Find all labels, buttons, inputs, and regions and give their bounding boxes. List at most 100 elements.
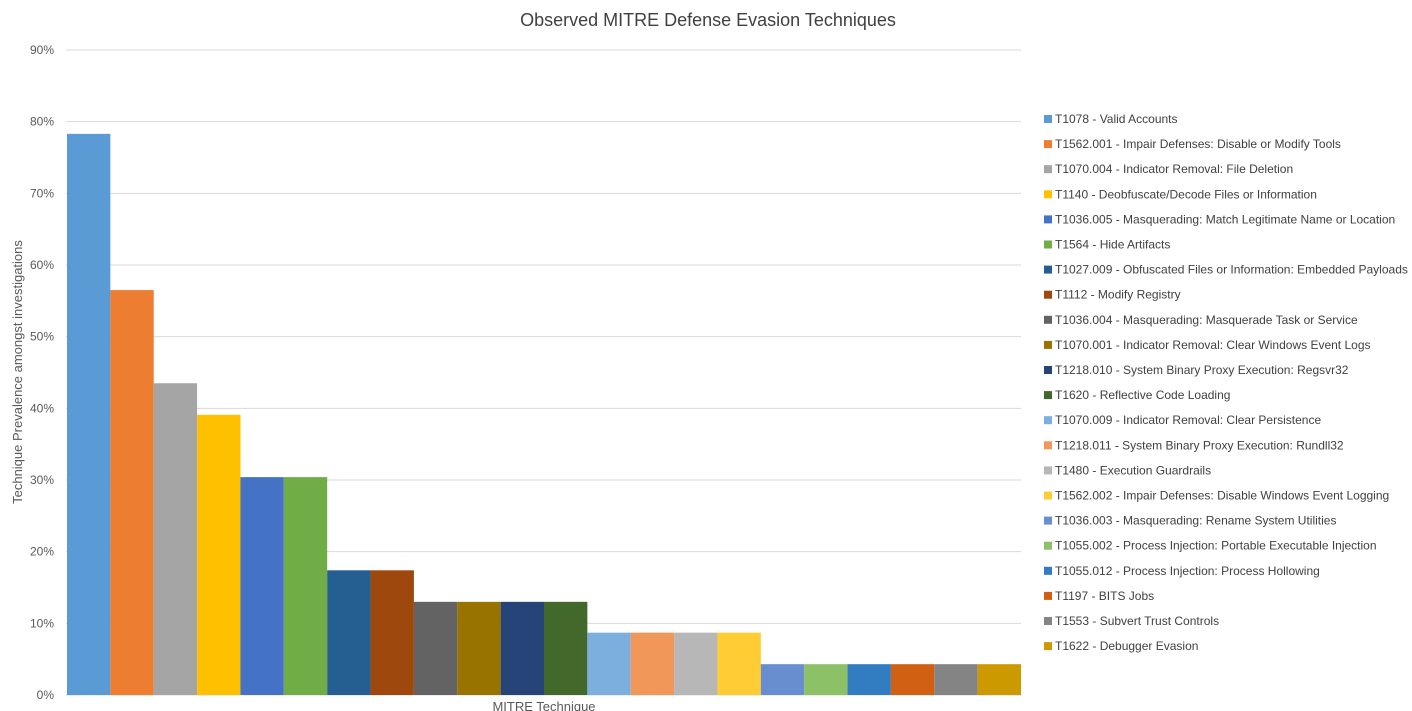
- bar: [977, 664, 1021, 695]
- legend-swatch: [1044, 516, 1052, 525]
- legend-item: T1055.012 - Process Injection: Process H…: [1044, 564, 1320, 578]
- legend-item: T1027.009 - Obfuscated Files or Informat…: [1044, 263, 1408, 277]
- y-axis-title: Technique Prevalence amongst investigati…: [10, 240, 25, 504]
- legend-label: T1070.009 - Indicator Removal: Clear Per…: [1055, 413, 1321, 427]
- legend-item: T1564 - Hide Artifacts: [1044, 238, 1170, 252]
- legend-swatch: [1044, 240, 1052, 249]
- legend-label: T1218.010 - System Binary Proxy Executio…: [1055, 363, 1349, 377]
- legend-label: T1078 - Valid Accounts: [1055, 112, 1178, 126]
- legend-label: T1562.001 - Impair Defenses: Disable or …: [1055, 137, 1341, 151]
- legend-swatch: [1044, 441, 1052, 450]
- legend-label: T1620 - Reflective Code Loading: [1055, 388, 1230, 402]
- bar: [804, 664, 848, 695]
- legend-item: T1078 - Valid Accounts: [1044, 112, 1178, 126]
- y-axis-ticks: 0% 10% 20% 30% 40% 50% 60% 70% 80% 90%: [30, 43, 54, 702]
- legend-label: T1027.009 - Obfuscated Files or Informat…: [1055, 263, 1408, 277]
- legend-swatch: [1044, 215, 1052, 224]
- legend-item: T1070.004 - Indicator Removal: File Dele…: [1044, 162, 1293, 176]
- legend-item: T1070.009 - Indicator Removal: Clear Per…: [1044, 413, 1321, 427]
- legend-swatch: [1044, 491, 1052, 500]
- legend-item: T1197 - BITS Jobs: [1044, 589, 1154, 603]
- legend-swatch: [1044, 190, 1052, 199]
- bar: [413, 601, 458, 695]
- y-tick-label: 90%: [30, 43, 54, 57]
- legend-label: T1480 - Execution Guardrails: [1055, 463, 1211, 477]
- legend-item: T1070.001 - Indicator Removal: Clear Win…: [1044, 338, 1371, 352]
- legend-label: T1036.005 - Masquerading: Match Legitima…: [1055, 212, 1395, 226]
- legend-swatch: [1044, 466, 1052, 475]
- legend-swatch: [1044, 391, 1052, 400]
- legend-swatch: [1044, 340, 1052, 349]
- legend-item: T1055.002 - Process Injection: Portable …: [1044, 539, 1377, 553]
- bar: [760, 664, 805, 695]
- legend: T1078 - Valid Accounts T1562.001 - Impair…: [1044, 112, 1408, 653]
- bar: [283, 477, 328, 695]
- legend-label: T1070.004 - Indicator Removal: File Dele…: [1055, 162, 1293, 176]
- y-tick-label: 80%: [30, 115, 54, 129]
- legend-swatch: [1044, 591, 1052, 600]
- legend-label: T1218.011 - System Binary Proxy Executio…: [1055, 438, 1344, 452]
- legend-swatch: [1044, 140, 1052, 149]
- legend-swatch: [1044, 541, 1052, 550]
- y-tick-label: 30%: [30, 473, 54, 487]
- chart-title: Observed MITRE Defense Evasion Technique…: [520, 10, 896, 30]
- bar: [630, 632, 675, 695]
- bar: [153, 383, 198, 695]
- bars: [67, 133, 1021, 696]
- legend-label: T1564 - Hide Artifacts: [1055, 238, 1170, 252]
- y-tick-label: 70%: [30, 186, 54, 200]
- legend-label: T1562.002 - Impair Defenses: Disable Win…: [1055, 489, 1389, 503]
- legend-item: T1562.001 - Impair Defenses: Disable or …: [1044, 137, 1341, 151]
- legend-swatch: [1044, 165, 1052, 174]
- legend-item: T1036.005 - Masquerading: Match Legitima…: [1044, 212, 1395, 226]
- y-tick-label: 40%: [30, 401, 54, 415]
- legend-item: T1553 - Subvert Trust Controls: [1044, 614, 1219, 628]
- bar: [370, 570, 414, 695]
- legend-item: T1218.010 - System Binary Proxy Executio…: [1044, 363, 1349, 377]
- legend-label: T1036.004 - Masquerading: Masquerade Tas…: [1055, 313, 1358, 327]
- bar: [587, 632, 631, 695]
- bar: [847, 664, 891, 695]
- legend-label: T1622 - Debugger Evasion: [1055, 639, 1198, 653]
- bar: [110, 290, 154, 695]
- legend-item: T1562.002 - Impair Defenses: Disable Win…: [1044, 489, 1389, 503]
- legend-label: T1055.012 - Process Injection: Process H…: [1055, 564, 1320, 578]
- legend-item: T1036.004 - Masquerading: Masquerade Tas…: [1044, 313, 1358, 327]
- legend-swatch: [1044, 265, 1052, 274]
- bar: [934, 664, 978, 695]
- legend-label: T1055.002 - Process Injection: Portable …: [1055, 539, 1377, 553]
- legend-swatch: [1044, 416, 1052, 425]
- bar: [500, 601, 544, 695]
- bar: [67, 133, 111, 696]
- legend-item: T1140 - Deobfuscate/Decode Files or Info…: [1044, 187, 1317, 201]
- y-tick-label: 10%: [30, 616, 54, 630]
- bar: [717, 632, 761, 695]
- legend-label: T1070.001 - Indicator Removal: Clear Win…: [1055, 338, 1371, 352]
- bar: [544, 601, 588, 695]
- y-tick-label: 60%: [30, 258, 54, 272]
- legend-item: T1112 - Modify Registry: [1044, 288, 1181, 302]
- legend-item: T1218.011 - System Binary Proxy Executio…: [1044, 438, 1344, 452]
- bar: [457, 601, 501, 695]
- legend-item: T1036.003 - Masquerading: Rename System …: [1044, 514, 1336, 528]
- legend-label: T1140 - Deobfuscate/Decode Files or Info…: [1055, 187, 1317, 201]
- y-tick-label: 0%: [37, 688, 55, 702]
- legend-swatch: [1044, 617, 1052, 625]
- x-axis-title: MITRE Technique: [492, 699, 595, 711]
- legend-label: T1036.003 - Masquerading: Rename System …: [1055, 514, 1336, 528]
- legend-item: T1480 - Execution Guardrails: [1044, 463, 1211, 477]
- bar: [240, 477, 284, 695]
- y-tick-label: 20%: [30, 545, 54, 559]
- legend-item: T1622 - Debugger Evasion: [1044, 639, 1198, 653]
- legend-label: T1553 - Subvert Trust Controls: [1055, 614, 1219, 628]
- legend-swatch: [1044, 366, 1052, 374]
- legend-swatch: [1044, 315, 1052, 324]
- y-tick-label: 50%: [30, 330, 54, 344]
- legend-swatch: [1044, 642, 1052, 651]
- legend-item: T1620 - Reflective Code Loading: [1044, 388, 1230, 402]
- legend-label: T1112 - Modify Registry: [1055, 288, 1181, 302]
- bar: [327, 570, 371, 695]
- bar: [890, 664, 935, 695]
- bar: [197, 414, 241, 695]
